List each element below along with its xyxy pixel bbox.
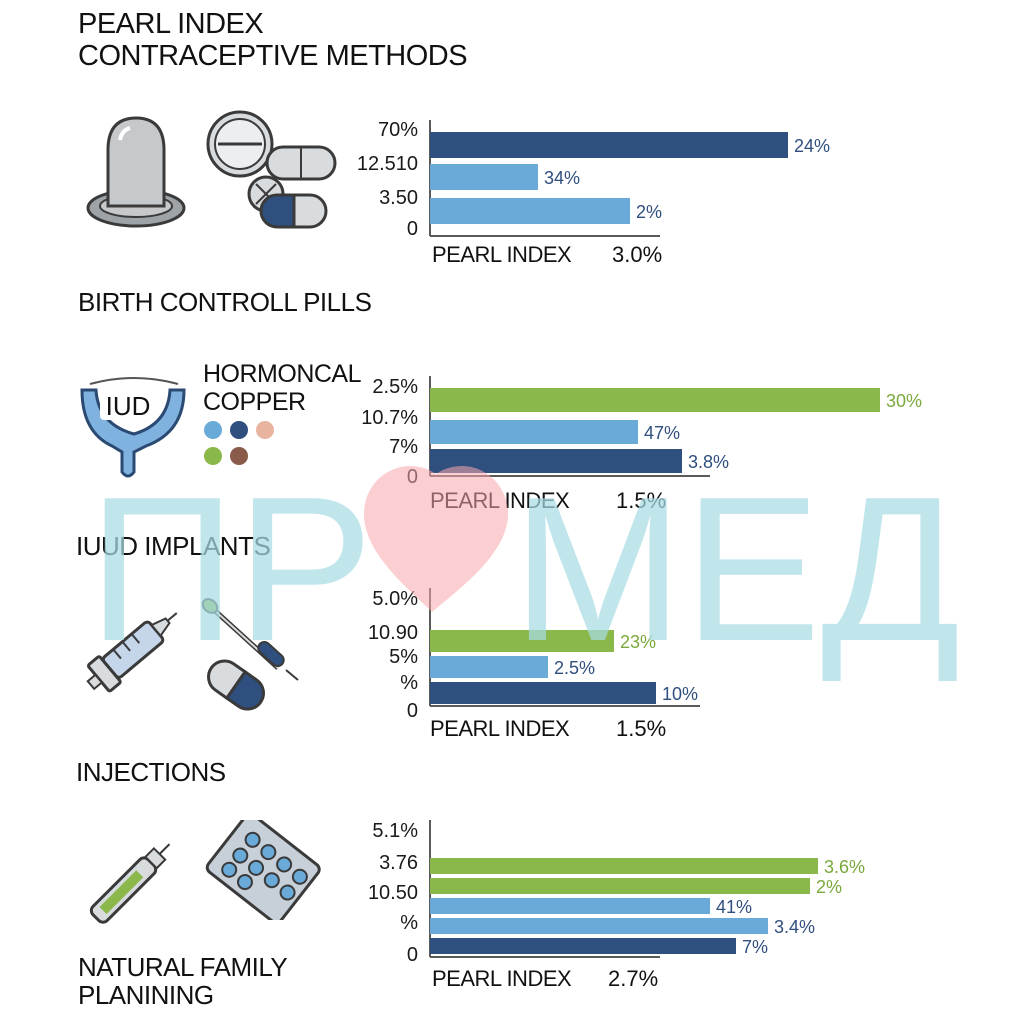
syringe-icon	[86, 612, 178, 693]
bar-data-label: 41%	[716, 897, 752, 917]
bar-data-label: 3.8%	[688, 452, 729, 472]
pearl-index-value: 1.5%	[616, 716, 666, 741]
capsule-icon	[207, 659, 265, 711]
tick-label: 2.5%	[372, 376, 418, 398]
tick-label: 0	[407, 944, 418, 966]
pill-icon	[206, 110, 285, 213]
bar	[430, 898, 710, 914]
bar-data-label: 47%	[644, 423, 680, 443]
tick-label: 3.76	[379, 852, 418, 874]
dropper-icon	[201, 598, 299, 681]
bar	[430, 878, 810, 894]
bar	[430, 656, 548, 678]
heading-natural-line-1: NATURAL FAMILY	[78, 952, 288, 982]
capsule-icon	[265, 145, 337, 181]
bar-data-label: 24%	[794, 136, 830, 156]
iud-icon: IUD	[80, 377, 186, 478]
x-axis-label: PEARL INDEX	[432, 966, 572, 991]
blister-pack-icon	[205, 820, 321, 920]
legend-dot	[230, 421, 248, 439]
pearl-index-value: 2.7%	[608, 966, 658, 991]
x-axis-label: PEARL INDEX	[430, 488, 570, 513]
legend-dot	[230, 447, 248, 465]
tick-label: 5.0%	[372, 588, 418, 610]
bar-data-label: 3.4%	[774, 917, 815, 937]
tick-label: %	[400, 672, 418, 694]
tick-label: 3.50	[379, 187, 418, 209]
chart-3: 5.0% 10.905%% 0 23% 2.5% 10% PEARL INDEX 1.5%	[368, 588, 700, 741]
tick-label: 5.1%	[372, 820, 418, 842]
tick-label: 7%	[389, 436, 418, 458]
tick-label: 70%	[378, 119, 418, 141]
bar-data-label: 3.6%	[824, 857, 865, 877]
tick-label: 0	[407, 466, 418, 488]
title-line-2: CONTRACEPTIVE METHODS	[78, 40, 468, 72]
injector-pen-icon	[89, 843, 171, 924]
bar	[430, 682, 656, 704]
heading-implants: IUUD IMPLANTS	[76, 531, 271, 561]
bar	[430, 449, 682, 473]
iud-badge-text: IUD	[106, 391, 151, 421]
legend-dot	[204, 421, 222, 439]
bar	[430, 198, 630, 224]
tick-label: 10.50	[368, 882, 418, 904]
bar-data-label: 10%	[662, 684, 698, 704]
bar-data-label: 2%	[816, 877, 842, 897]
chart-1: 70% 12.510 3.50 0 24% 34% 2% PEARL INDEX 3.0%	[357, 119, 830, 267]
bar	[430, 630, 614, 652]
bar	[430, 164, 538, 190]
legend-dot	[204, 447, 222, 465]
tick-label: 10.7%	[361, 407, 418, 429]
heading-natural-line-2: PLANINING	[78, 980, 214, 1010]
bar-data-label: 30%	[886, 391, 922, 411]
heading-birth-control: BIRTH CONTROLL PILLS	[78, 287, 372, 317]
tick-label: %	[400, 912, 418, 934]
bar	[430, 938, 736, 954]
tick-label: 10.90	[368, 622, 418, 644]
bar-data-label: 2%	[636, 202, 662, 222]
capsule-icon	[259, 193, 328, 229]
tick-label: 0	[407, 218, 418, 240]
legend-copper: COPPER	[203, 388, 306, 416]
bar-data-label: 23%	[620, 632, 656, 652]
condom-icon	[86, 116, 186, 228]
bar	[430, 388, 880, 412]
chart-4: 5.1% 3.76 10.50% 0 3.6%2% 41% 3.4% 7% PEARL INDE…	[368, 820, 865, 991]
heading-injections: INJECTIONS	[76, 757, 226, 787]
legend-dot	[256, 421, 274, 439]
title-line-1: PEARL INDEX	[78, 8, 264, 40]
chart-2: 2.5% 10.7% 7% 0 30% 47% 3.8% PEARL INDEX 1.5%	[361, 376, 922, 513]
bar	[430, 918, 768, 934]
bar-data-label: 34%	[544, 168, 580, 188]
x-axis-label: PEARL INDEX	[432, 242, 572, 267]
tick-label: 0	[407, 700, 418, 722]
bar-data-label: 2.5%	[554, 658, 595, 678]
heading-natural-family: NATURAL FAMILY PLANINING	[78, 952, 288, 1010]
bar	[430, 420, 638, 444]
bar-data-label: 7%	[742, 937, 768, 957]
x-axis-label: PEARL INDEX	[430, 716, 570, 741]
legend-hormonal: HORMONCAL	[203, 360, 362, 388]
page-title: PEARL INDEX CONTRACEPTIVE METHODS	[78, 8, 468, 72]
bar	[430, 132, 788, 158]
pearl-index-value: 3.0%	[612, 242, 662, 267]
iud-legend-text: HORMONCAL COPPER	[203, 360, 362, 416]
tick-label: 5%	[389, 646, 418, 668]
pearl-index-value: 1.5%	[616, 488, 666, 513]
bar	[430, 858, 818, 874]
legend-dots	[204, 421, 274, 465]
tick-label: 12.510	[357, 153, 418, 175]
